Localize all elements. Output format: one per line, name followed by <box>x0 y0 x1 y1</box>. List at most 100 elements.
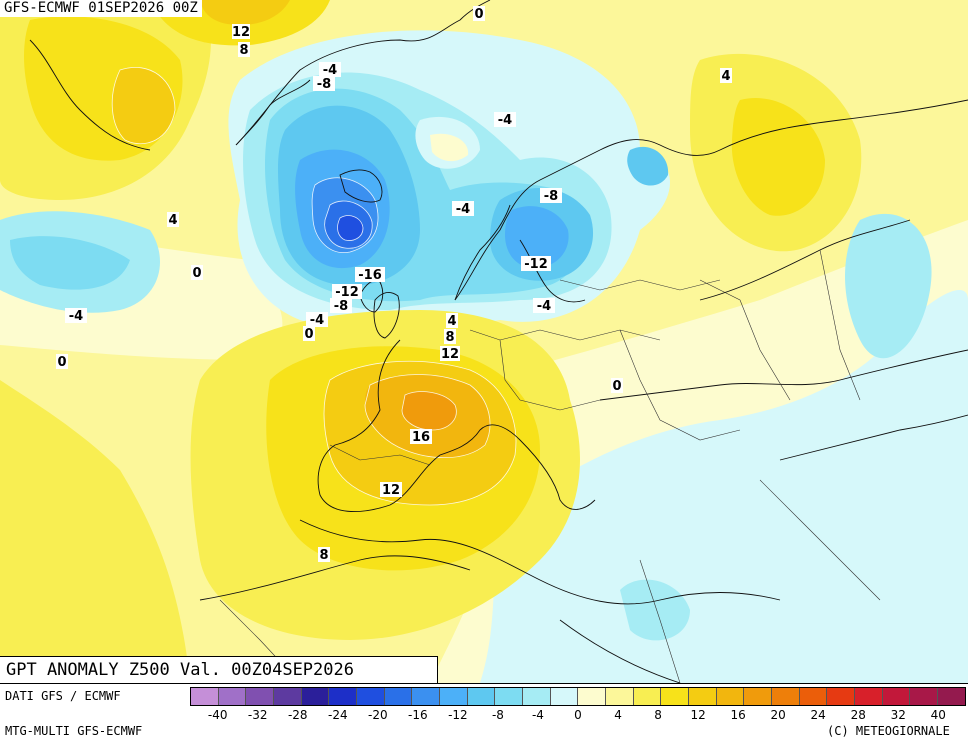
color-swatch <box>495 688 524 705</box>
color-swatch <box>633 688 662 705</box>
svg-text:0: 0 <box>192 266 201 281</box>
map-canvas: 12 8 0 4 -4 -8 -4 4 -4 -8 0 -16 -12 -12 … <box>0 0 968 683</box>
color-swatch <box>772 688 800 705</box>
color-swatch <box>384 688 413 705</box>
color-swatch <box>744 688 773 705</box>
color-swatch <box>578 688 607 705</box>
color-swatch <box>882 688 911 705</box>
svg-text:-4: -4 <box>456 202 470 217</box>
svg-text:12: 12 <box>441 347 459 362</box>
svg-text:-12: -12 <box>335 285 359 300</box>
svg-text:0: 0 <box>474 7 483 22</box>
run-label: GFS-ECMWF 01SEP2026 00Z <box>0 0 202 17</box>
color-swatch <box>938 688 965 705</box>
color-scale-tick: -28 <box>287 708 308 722</box>
color-scale-tick: -40 <box>207 708 228 722</box>
contour-label: -4 <box>452 201 474 217</box>
color-scale-tick: 0 <box>574 708 582 722</box>
color-scale-tick: 20 <box>770 708 786 722</box>
contour-label: 8 <box>238 42 250 58</box>
color-scale-tick: 24 <box>810 708 826 722</box>
color-scale-tick: -8 <box>491 708 504 722</box>
svg-text:12: 12 <box>232 25 250 40</box>
contour-label: -8 <box>313 76 335 92</box>
color-scale-ticks: -40 -32 -28 -24 -20 -16 -12 -8 -4 0 4 8 12 16 20 24 28 32… <box>190 708 966 724</box>
svg-text:8: 8 <box>319 548 328 563</box>
color-scale-tick: -20 <box>368 708 388 722</box>
color-swatch <box>274 688 302 705</box>
color-swatch <box>799 688 828 705</box>
svg-text:0: 0 <box>304 327 313 342</box>
color-scale-tick: 8 <box>654 708 662 722</box>
svg-text:-16: -16 <box>358 268 382 283</box>
color-swatch <box>467 688 496 705</box>
svg-text:-4: -4 <box>498 113 512 128</box>
color-swatch <box>412 688 441 705</box>
color-swatch <box>910 688 939 705</box>
color-scale-tick: 32 <box>890 708 906 722</box>
svg-text:8: 8 <box>445 330 454 345</box>
color-scale-tick: -24 <box>327 708 348 722</box>
svg-text:-4: -4 <box>69 309 83 324</box>
contour-label: -12 <box>332 284 362 300</box>
svg-text:8: 8 <box>239 43 248 58</box>
contour-label: 12 <box>380 482 402 498</box>
color-scale-tick: -4 <box>531 708 544 722</box>
color-swatch <box>440 688 468 705</box>
contour-label: 8 <box>444 329 456 345</box>
color-swatch <box>218 688 247 705</box>
color-swatch <box>661 688 690 705</box>
color-swatch <box>191 688 219 705</box>
contour-label: -16 <box>355 267 385 283</box>
svg-text:12: 12 <box>382 483 400 498</box>
contour-label: 0 <box>191 265 203 281</box>
contour-label: -4 <box>494 112 516 128</box>
contour-label: 12 <box>440 346 460 362</box>
svg-text:0: 0 <box>612 379 621 394</box>
color-swatch <box>246 688 275 705</box>
color-swatch <box>357 688 385 705</box>
color-swatch <box>606 688 634 705</box>
contour-label: 0 <box>611 378 623 394</box>
svg-text:4: 4 <box>168 213 177 228</box>
model-label: MTG-MULTI GFS-ECMWF <box>5 724 143 738</box>
contour-label: 4 <box>167 212 179 228</box>
svg-text:-4: -4 <box>310 313 324 328</box>
contour-label: -4 <box>306 312 328 328</box>
color-swatch <box>716 688 745 705</box>
color-scale-tick: 40 <box>930 708 946 722</box>
color-swatch <box>855 688 883 705</box>
contour-label: -4 <box>65 308 87 324</box>
color-swatch <box>550 688 579 705</box>
anomaly-map: 12 8 0 4 -4 -8 -4 4 -4 -8 0 -16 -12 -12 … <box>0 0 968 683</box>
color-swatch <box>689 688 717 705</box>
svg-text:0: 0 <box>57 355 66 370</box>
contour-label: 0 <box>473 6 485 22</box>
svg-text:-8: -8 <box>317 77 331 92</box>
color-scale-tick: 16 <box>730 708 746 722</box>
svg-text:-4: -4 <box>323 63 337 78</box>
svg-text:-8: -8 <box>544 189 558 204</box>
color-swatch <box>301 688 330 705</box>
contour-label: 12 <box>232 24 250 40</box>
data-source-label: DATI GFS / ECMWF <box>5 689 121 703</box>
svg-text:-8: -8 <box>334 299 348 314</box>
contour-label: -8 <box>540 188 562 204</box>
svg-text:-12: -12 <box>524 257 548 272</box>
color-scale <box>190 687 966 706</box>
color-scale-tick: -32 <box>247 708 268 722</box>
contour-label: -4 <box>319 62 341 78</box>
contour-label: -8 <box>330 298 352 314</box>
color-scale-tick: -16 <box>408 708 428 722</box>
svg-text:4: 4 <box>721 69 730 84</box>
color-swatch <box>523 688 551 705</box>
svg-text:16: 16 <box>412 430 430 445</box>
color-scale-tick: -12 <box>448 708 468 722</box>
color-swatch <box>329 688 358 705</box>
contour-label: -4 <box>533 298 555 314</box>
contour-label: 0 <box>56 354 68 370</box>
color-scale-tick: 12 <box>690 708 706 722</box>
map-title: GPT ANOMALY Z500 Val. 00Z04SEP2026 <box>0 656 438 683</box>
contour-label: -12 <box>521 256 551 272</box>
svg-text:4: 4 <box>447 314 456 329</box>
